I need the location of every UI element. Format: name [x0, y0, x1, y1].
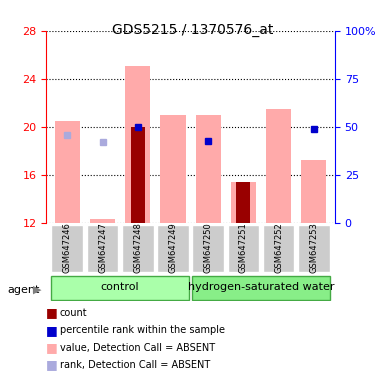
Bar	[131, 127, 145, 223]
Text: GSM647248: GSM647248	[133, 222, 142, 273]
Bar	[301, 161, 326, 223]
Text: GDS5215 / 1370576_at: GDS5215 / 1370576_at	[112, 23, 273, 37]
Text: count: count	[60, 308, 87, 318]
FancyBboxPatch shape	[192, 225, 224, 272]
Text: rank, Detection Call = ABSENT: rank, Detection Call = ABSENT	[60, 360, 210, 370]
Text: GSM647253: GSM647253	[309, 222, 318, 273]
Text: ■: ■	[46, 358, 58, 371]
Text: control: control	[101, 283, 139, 293]
Text: GSM647252: GSM647252	[274, 222, 283, 273]
Bar	[231, 182, 256, 223]
Text: ■: ■	[46, 324, 58, 337]
Text: GSM647246: GSM647246	[63, 222, 72, 273]
Text: GSM647251: GSM647251	[239, 222, 248, 273]
Bar	[266, 109, 291, 223]
Text: agent: agent	[8, 285, 40, 295]
FancyBboxPatch shape	[157, 225, 189, 272]
Bar	[160, 115, 186, 223]
FancyBboxPatch shape	[263, 225, 295, 272]
Text: GSM647249: GSM647249	[169, 222, 177, 273]
Text: GSM647250: GSM647250	[204, 222, 213, 273]
Text: ■: ■	[46, 306, 58, 319]
Bar	[90, 219, 115, 223]
Text: ■: ■	[46, 341, 58, 354]
FancyBboxPatch shape	[192, 276, 330, 300]
Text: GSM647247: GSM647247	[98, 222, 107, 273]
FancyBboxPatch shape	[122, 225, 154, 272]
FancyBboxPatch shape	[298, 225, 330, 272]
Text: ▶: ▶	[33, 285, 41, 295]
Bar	[196, 115, 221, 223]
Text: value, Detection Call = ABSENT: value, Detection Call = ABSENT	[60, 343, 215, 353]
FancyBboxPatch shape	[52, 225, 83, 272]
Bar	[125, 66, 151, 223]
Text: percentile rank within the sample: percentile rank within the sample	[60, 325, 225, 335]
Text: hydrogen-saturated water: hydrogen-saturated water	[188, 283, 334, 293]
FancyBboxPatch shape	[87, 225, 119, 272]
FancyBboxPatch shape	[52, 276, 189, 300]
Bar	[55, 121, 80, 223]
Bar	[236, 182, 250, 223]
FancyBboxPatch shape	[228, 225, 259, 272]
